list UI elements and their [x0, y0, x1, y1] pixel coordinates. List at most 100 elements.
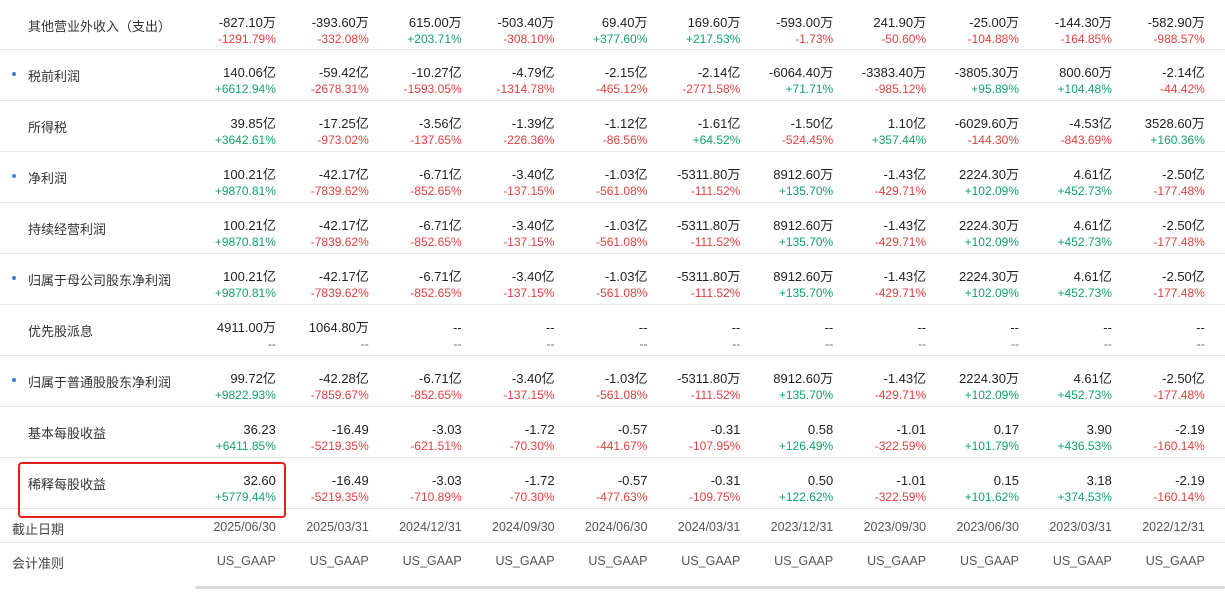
cell-change: +9870.81% [214, 184, 276, 198]
cell-change: -5219.35% [310, 439, 369, 453]
data-cell: -1.01 -322.59% [842, 407, 935, 457]
cell-change: -477.63% [596, 490, 648, 504]
cell-value: 4.61亿 [1073, 218, 1112, 233]
row-label-text: 归属于普通股股东净利润 [28, 375, 172, 390]
footer-cell: 2024/03/31 [677, 520, 741, 534]
bullet-dot-icon [12, 276, 16, 280]
table-row: 归属于母公司股东净利润 100.21亿 +9870.81% -42.17亿 -7839.… [0, 254, 1225, 305]
row-label-text: 归属于母公司股东净利润 [28, 273, 172, 288]
cell-change: -465.12% [596, 82, 648, 96]
footer-cell: 2022/12/31 [1142, 520, 1205, 534]
cell-change: +5779.44% [214, 490, 276, 504]
cell-value: -1.43亿 [883, 269, 927, 284]
data-cell: 8912.60万 +135.70% [749, 254, 842, 304]
row-label-text: 净利润 [28, 171, 68, 186]
data-cell: 0.50 +122.62% [749, 458, 842, 508]
data-cell: 0.17 +101.79% [935, 407, 1028, 457]
cell-change: -50.60% [881, 32, 927, 46]
cell-value: 8912.60万 [773, 218, 834, 233]
cell-value: -3.40亿 [511, 167, 555, 182]
cell-value: -1.03亿 [604, 371, 648, 386]
cell-value: -5311.80万 [676, 371, 741, 386]
cell-value: -42.17亿 [318, 218, 369, 233]
data-cell: -1.43亿 -429.71% [842, 356, 935, 406]
cell-value: -2.14亿 [1162, 65, 1205, 80]
cell-value: -5311.80万 [676, 218, 741, 233]
data-cell: 4.61亿 +452.73% [1028, 203, 1121, 253]
footer-cell: US_GAAP [495, 554, 555, 568]
cell-change: -524.45% [781, 133, 834, 147]
cell-change: +101.62% [964, 490, 1020, 504]
cell-value: 1064.80万 [308, 320, 369, 335]
data-cell: -1.03亿 -561.08% [564, 254, 657, 304]
data-cell: 2224.30万 +102.09% [935, 356, 1028, 406]
cell-value: -10.27亿 [411, 65, 462, 80]
row-label: 稀释每股收益 [0, 458, 192, 508]
table-row: 基本每股收益 36.23 +6411.85% -16.49 -5219.35% -3.03… [0, 407, 1225, 458]
data-cell: -2.19 -160.14% [1121, 458, 1214, 508]
data-cell: -- -- [842, 305, 935, 355]
cell-change: -177.48% [1153, 184, 1205, 198]
data-cell: 241.90万 -50.60% [842, 0, 935, 49]
row-label[interactable]: 归属于普通股股东净利润 [0, 356, 192, 406]
data-cell: -- -- [1028, 305, 1121, 355]
row-label-text: 其他营业外收入（支出） [28, 19, 172, 34]
data-cell: 2224.30万 +102.09% [935, 254, 1028, 304]
row-label-text: 持续经营利润 [28, 222, 107, 237]
cell-change: -- [825, 337, 834, 351]
cell-value: -3805.30万 [954, 65, 1020, 80]
cell-change: -308.10% [503, 32, 555, 46]
cell-change: -111.52% [690, 388, 741, 402]
row-label: 其他营业外收入（支出） [0, 0, 192, 49]
cell-change: +217.53% [685, 32, 741, 46]
row-label: 优先股派息 [0, 305, 192, 355]
cell-change: +9870.81% [214, 286, 276, 300]
cell-value: -503.40万 [497, 15, 555, 30]
cell-value: -2.14亿 [697, 65, 741, 80]
data-cell: 4.61亿 +452.73% [1028, 254, 1121, 304]
cell-value: -- [731, 320, 741, 335]
data-cell: -5311.80万 -111.52% [656, 203, 749, 253]
cell-change: -111.52% [690, 286, 741, 300]
row-label[interactable]: 净利润 [0, 152, 192, 202]
row-label[interactable]: 税前利润 [0, 50, 192, 100]
data-cell: -42.28亿 -7859.67% [285, 356, 378, 406]
cell-change: -7839.62% [310, 286, 369, 300]
row-label: 持续经营利润 [0, 203, 192, 253]
data-cell: -6.71亿 -852.65% [378, 254, 471, 304]
cell-change: -137.15% [503, 388, 555, 402]
cell-value: -16.49 [331, 473, 369, 488]
cell-change: +122.62% [778, 490, 834, 504]
cell-change: -44.42% [1160, 82, 1205, 96]
cell-value: -3.40亿 [511, 371, 555, 386]
data-cell: -2.50亿 -177.48% [1121, 152, 1214, 202]
data-cell: -2.50亿 -177.48% [1121, 203, 1214, 253]
row-label[interactable]: 归属于母公司股东净利润 [0, 254, 192, 304]
cell-change: +6411.85% [215, 439, 276, 453]
cell-value: -42.28亿 [318, 371, 369, 386]
footer-label: 会计准则 [12, 556, 65, 571]
cell-value: -3.03 [432, 473, 462, 488]
cell-value: -3383.40万 [861, 65, 927, 80]
cell-value: 140.06亿 [223, 65, 276, 80]
data-cell: -827.10万 -1291.79% [192, 0, 285, 49]
data-cell: 39.85亿 +3642.61% [192, 101, 285, 151]
footer-cell: US_GAAP [216, 554, 276, 568]
data-cell: 3528.60万 +160.36% [1121, 101, 1214, 151]
data-cell: -6.71亿 -852.65% [378, 152, 471, 202]
cell-value: -2.50亿 [1162, 167, 1205, 182]
table-row: 其他营业外收入（支出） -827.10万 -1291.79% -393.60万 -332… [0, 0, 1225, 50]
cell-change: -1291.79% [217, 32, 276, 46]
cell-change: +377.60% [593, 32, 648, 46]
cell-change: -- [546, 337, 555, 351]
data-cell: -1.72 -70.30% [471, 407, 564, 457]
row-label-text: 所得税 [28, 120, 68, 135]
cell-change: -137.15% [503, 184, 555, 198]
cell-value: 800.60万 [1059, 65, 1112, 80]
horizontal-scrollbar[interactable] [195, 586, 1225, 589]
data-cell: -1.43亿 -429.71% [842, 203, 935, 253]
data-cell: -- -- [1121, 305, 1214, 355]
data-cell: -0.57 -441.67% [564, 407, 657, 457]
cell-change: +126.49% [778, 439, 834, 453]
cell-change: -985.12% [874, 82, 927, 96]
